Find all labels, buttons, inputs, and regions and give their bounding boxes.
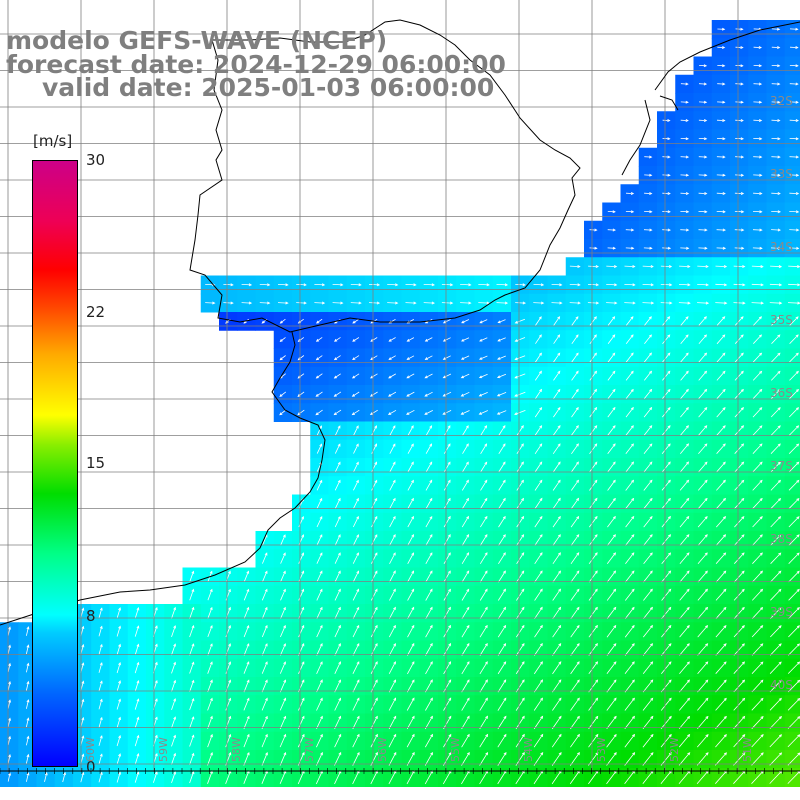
colorbar-tick-22: 22 (86, 303, 106, 321)
lon-label-56w: 56W (376, 737, 389, 762)
coastline (189, 19, 581, 333)
model-title: modelo GEFS-WAVE (NCEP) (6, 26, 388, 55)
lon-label-57w: 57W (303, 737, 316, 762)
lon-label-52w: 52W (668, 737, 681, 762)
colorbar (32, 160, 78, 767)
lon-label-59w: 59W (157, 737, 170, 762)
lon-label-55w: 55W (449, 737, 462, 762)
colorbar-tick-30: 30 (86, 151, 106, 169)
lat-label-34s: 34S (770, 240, 793, 254)
colorbar-tick-0: 0 (86, 758, 96, 776)
lat-label-40s: 40S (770, 678, 793, 692)
colorbar-tick-15: 15 (86, 454, 106, 472)
lat-label-35s: 35S (770, 313, 793, 327)
lat-lon-grid (0, 0, 800, 774)
lon-label-58w: 58W (230, 737, 243, 762)
wind-vector-arrows (7, 27, 800, 785)
colorbar-tick-8: 8 (86, 607, 96, 625)
lat-label-39s: 39S (770, 605, 793, 619)
legend-unit: [m/s] (33, 132, 73, 150)
lat-label-33s: 33S (770, 167, 793, 181)
valid-date: valid date: 2025-01-03 06:00:00 (42, 73, 495, 102)
lat-label-32s: 32S (770, 94, 793, 108)
lon-label-53w: 53W (595, 737, 608, 762)
lat-label-36s: 36S (770, 386, 793, 400)
coastline-atlantic (0, 331, 326, 626)
forecast-date: forecast date: 2024-12-29 06:00:00 (6, 50, 506, 79)
lat-label-38s: 38S (770, 532, 793, 546)
lon-label-51w: 51W (741, 737, 754, 762)
coastline-north (621, 21, 800, 176)
lat-label-37s: 37S (770, 459, 793, 473)
lon-label-60w: 60W (84, 737, 97, 762)
lon-label-54w: 54W (522, 737, 535, 762)
